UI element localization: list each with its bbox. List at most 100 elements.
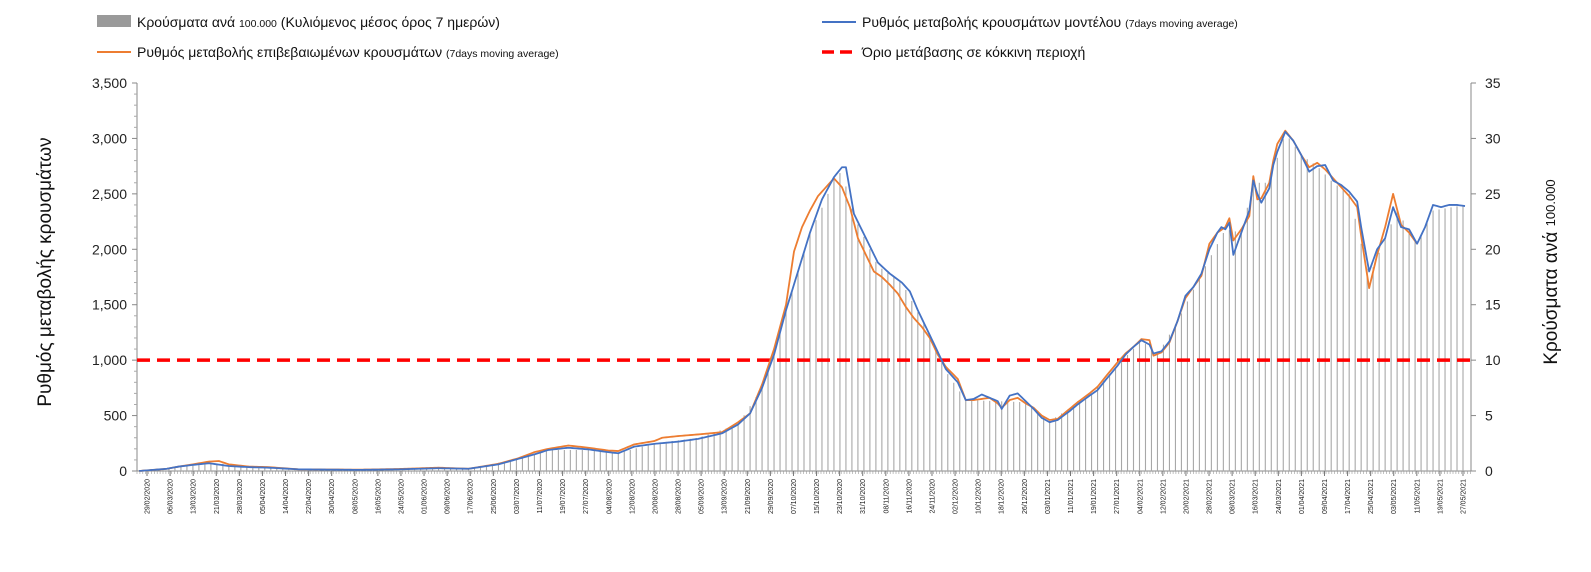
case-bar xyxy=(228,464,230,471)
case-bar xyxy=(785,310,787,471)
case-bar xyxy=(833,177,835,472)
case-bar xyxy=(1408,230,1410,471)
case-bar xyxy=(276,468,278,471)
case-bar xyxy=(923,323,925,471)
case-bar xyxy=(587,449,589,471)
case-bar xyxy=(252,467,254,471)
case-bar xyxy=(479,466,482,471)
x-tick-label: 03/01/2021 xyxy=(1045,479,1052,514)
x-tick-label: 28/02/2021 xyxy=(1207,479,1214,514)
case-bar xyxy=(899,281,901,471)
case-bar xyxy=(438,469,440,471)
case-bar xyxy=(455,468,458,471)
case-bar xyxy=(503,461,505,471)
case-bar xyxy=(198,464,200,471)
case-bar xyxy=(917,312,919,471)
case-bar xyxy=(779,329,781,471)
legend-label-main: Κρούσματα ανά xyxy=(137,14,239,30)
case-bar xyxy=(827,193,829,472)
case-bar xyxy=(551,449,553,471)
x-tick-label: 16/05/2020 xyxy=(375,479,382,514)
case-bar xyxy=(983,400,985,471)
x-tick-label: 31/10/2020 xyxy=(860,479,867,514)
case-bar xyxy=(1384,238,1386,471)
case-bar xyxy=(839,173,841,471)
case-bar xyxy=(929,335,931,471)
case-bar xyxy=(941,362,943,471)
x-tick-label: 03/07/2020 xyxy=(514,479,521,514)
case-bar xyxy=(1228,230,1230,471)
x-tick-label: 20/08/2020 xyxy=(652,479,659,514)
case-bar xyxy=(216,463,218,471)
case-bar xyxy=(1444,208,1446,471)
x-tick-label: 06/03/2020 xyxy=(168,479,175,514)
case-bar xyxy=(821,207,823,471)
case-bar xyxy=(935,349,937,471)
x-tick-label: 01/06/2020 xyxy=(422,479,429,514)
case-bar xyxy=(563,449,565,471)
x-tick-label: 21/09/2020 xyxy=(745,479,752,514)
case-bar xyxy=(815,220,817,471)
case-bar xyxy=(282,468,284,471)
case-bar xyxy=(953,382,955,471)
case-bar xyxy=(971,400,973,471)
case-bar xyxy=(731,426,733,471)
x-tick-label: 19/01/2021 xyxy=(1091,479,1098,514)
x-tick-label: 02/12/2020 xyxy=(953,479,960,514)
x-tick-label: 16/03/2021 xyxy=(1253,479,1260,514)
case-bar xyxy=(1234,231,1236,471)
left-y-tick-label: 2,500 xyxy=(92,186,127,202)
case-bar xyxy=(959,391,961,471)
case-bar xyxy=(1037,411,1039,471)
case-bar xyxy=(545,450,547,471)
case-bar xyxy=(234,465,236,471)
case-bar xyxy=(695,437,697,471)
x-tick-label: 05/04/2020 xyxy=(260,479,267,514)
legend-swatch-cases xyxy=(97,15,131,27)
legend-label-small: (7days moving average) xyxy=(1125,18,1238,30)
case-bar xyxy=(1456,206,1458,471)
x-tick-label: 09/04/2021 xyxy=(1322,479,1329,514)
right-y-tick-label: 35 xyxy=(1485,75,1501,91)
right-y-tick-label: 15 xyxy=(1485,297,1501,313)
case-bar xyxy=(1043,416,1045,471)
right-y-tick-label: 20 xyxy=(1485,241,1501,257)
case-bar xyxy=(485,465,488,471)
case-bar xyxy=(623,451,625,471)
case-bar xyxy=(408,469,410,471)
case-bar xyxy=(420,469,422,471)
x-tick-label: 16/11/2020 xyxy=(906,479,913,514)
x-tick-label: 18/12/2020 xyxy=(999,479,1006,514)
case-bar xyxy=(1067,409,1069,471)
left-y-tick-label: 3,000 xyxy=(92,130,127,146)
case-bar xyxy=(761,387,763,471)
case-bar xyxy=(1103,380,1105,471)
x-tick-label: 05/09/2020 xyxy=(699,479,706,514)
case-bar xyxy=(1198,277,1200,471)
case-bar xyxy=(1120,361,1123,471)
case-bar xyxy=(851,208,853,471)
case-bar xyxy=(1204,266,1206,471)
x-tick-label: 19/05/2021 xyxy=(1437,479,1444,514)
case-bar xyxy=(1300,155,1302,471)
legend-label-threshold: Όριο μετάβασης σε κόκκινη περιοχή xyxy=(861,44,1085,60)
x-tick-label: 07/10/2020 xyxy=(791,479,798,514)
case-bar xyxy=(719,430,721,471)
case-bar xyxy=(168,468,170,471)
case-bar xyxy=(264,468,266,471)
right-y-tick-label: 0 xyxy=(1485,463,1493,479)
x-tick-label: 04/02/2021 xyxy=(1137,479,1144,514)
case-bar xyxy=(1061,413,1063,471)
x-tick-label: 21/03/2020 xyxy=(214,479,221,514)
case-bar xyxy=(755,397,757,471)
x-tick-label: 11/05/2021 xyxy=(1414,479,1421,514)
case-bar xyxy=(887,272,889,471)
case-bar xyxy=(426,469,428,471)
legend-label-confirmed: Ρυθμός μεταβολής επιβεβαιωμένων κρουσμάτ… xyxy=(137,44,559,60)
case-bar xyxy=(911,301,913,471)
legend-label-main: Όριο μετάβασης σε κόκκινη περιοχή xyxy=(861,44,1085,60)
case-bar xyxy=(432,469,434,471)
x-tick-label: 04/08/2020 xyxy=(606,479,613,514)
case-bar xyxy=(605,451,607,471)
case-bar xyxy=(1258,182,1260,471)
